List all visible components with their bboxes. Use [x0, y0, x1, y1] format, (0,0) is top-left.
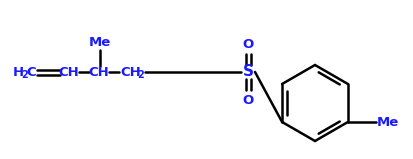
Text: CH: CH	[89, 66, 109, 79]
Text: 2: 2	[21, 70, 28, 80]
Text: CH: CH	[59, 66, 79, 79]
Text: CH: CH	[121, 66, 141, 79]
Text: O: O	[242, 38, 254, 51]
Text: H: H	[12, 66, 24, 79]
Text: S: S	[242, 65, 254, 80]
Text: Me: Me	[377, 115, 399, 128]
Text: C: C	[26, 66, 36, 79]
Text: O: O	[242, 93, 254, 107]
Text: Me: Me	[89, 35, 111, 48]
Text: 2: 2	[138, 70, 145, 80]
